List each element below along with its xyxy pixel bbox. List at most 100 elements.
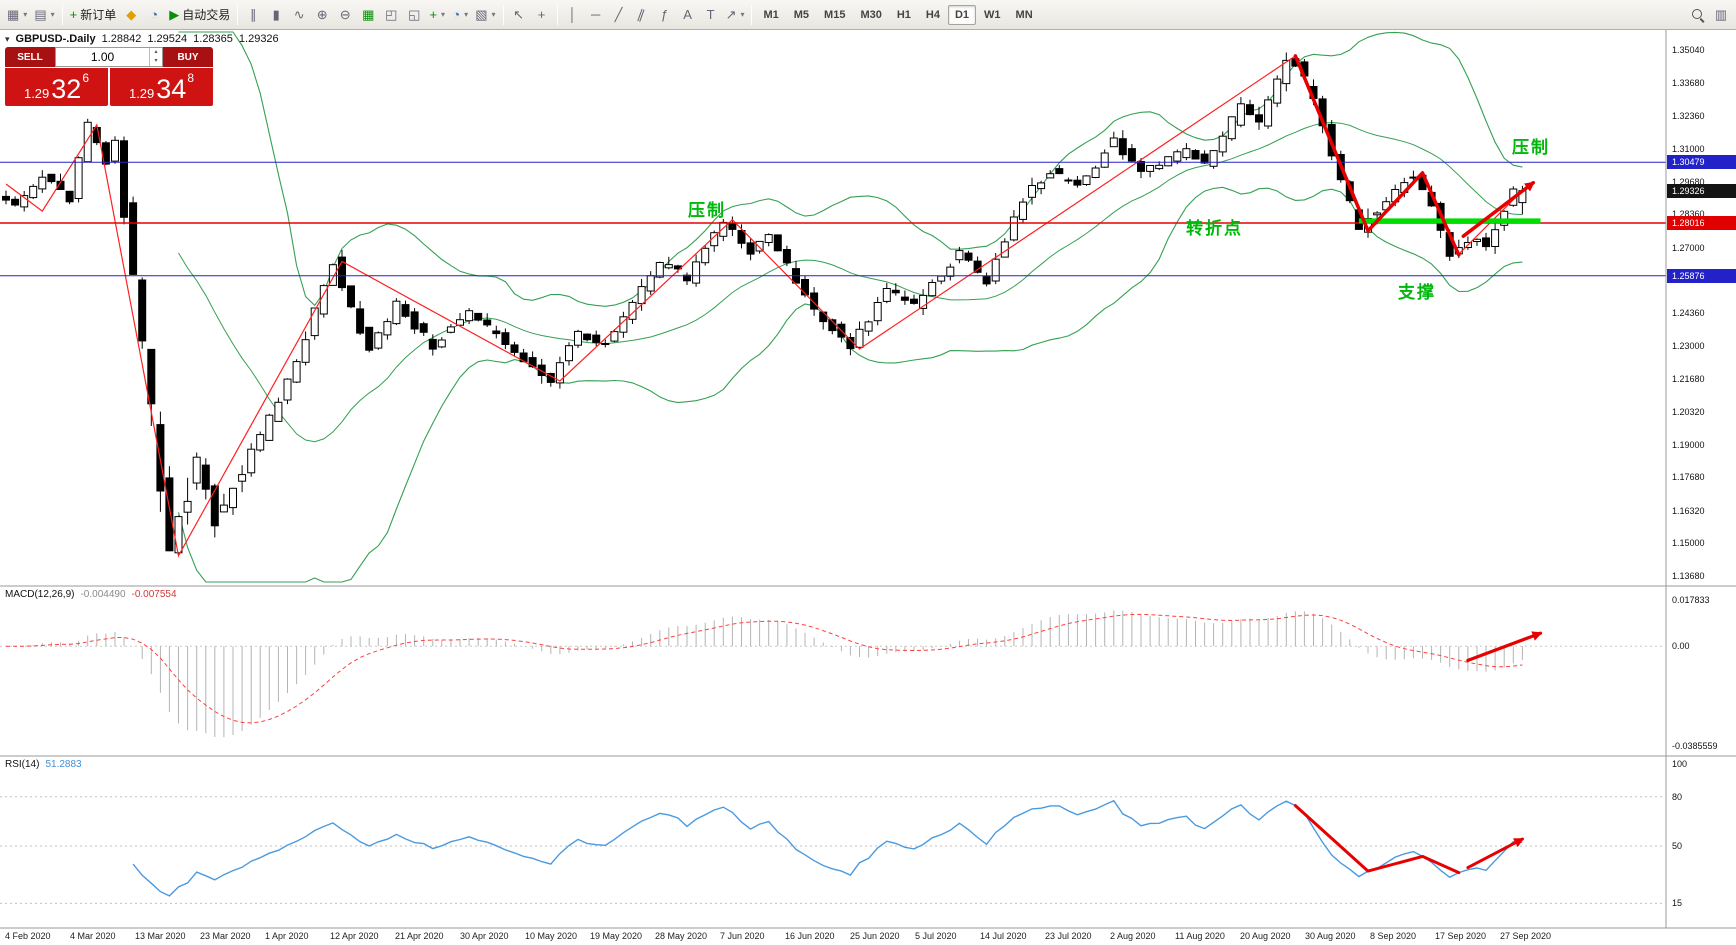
toolbar-separator	[61, 4, 63, 25]
candlestick-chart-button[interactable]: ▮	[265, 3, 287, 27]
timeframe-m5-button[interactable]: M5	[793, 8, 810, 21]
chart-area: ▾ GBPUSD-.Daily 1.28842 1.29524 1.28365 …	[0, 30, 1736, 945]
buy-button[interactable]: 1.29 34 8	[110, 68, 213, 106]
search-icon	[1691, 8, 1705, 22]
date-label: 1 Apr 2020	[265, 931, 309, 941]
annotation-resistance-mid[interactable]: 压制	[688, 201, 726, 220]
date-label: 23 Jul 2020	[1045, 931, 1092, 941]
periods-button[interactable]: ◔ ▾	[449, 3, 471, 27]
tile-windows-button[interactable]: ▦	[357, 3, 379, 27]
date-label: 19 May 2020	[590, 931, 643, 941]
ohlc-close: 1.29326	[238, 33, 279, 45]
arrange-windows-button[interactable]: ◱	[403, 3, 425, 27]
date-label: 14 Jul 2020	[980, 931, 1027, 941]
periods-clock-icon: ◔	[452, 7, 461, 22]
text-label-icon: T	[706, 7, 715, 22]
date-label: 23 Mar 2020	[200, 931, 251, 941]
price-axis-label: 1.17680	[1672, 472, 1705, 483]
vertical-line-button[interactable]: │	[562, 3, 584, 27]
new-chart-icon: ▦	[7, 7, 20, 22]
price-axis-label: 1.33680	[1672, 78, 1705, 89]
timeframe-mn-button[interactable]: MN	[1015, 8, 1033, 21]
timeframe-h1-button[interactable]: H1	[896, 8, 911, 21]
date-label: 21 Apr 2020	[395, 931, 444, 941]
tile-windows-icon: ▦	[362, 7, 375, 22]
trendline-button[interactable]: ╱	[608, 3, 630, 27]
annotation-resistance-top[interactable]: 压制	[1512, 138, 1550, 157]
buy-label: BUY	[163, 47, 213, 67]
shapes-button[interactable]: ↗ ▾	[723, 3, 748, 27]
sell-button[interactable]: 1.29 32 6	[5, 68, 108, 106]
price-axis-label: 1.28360	[1672, 209, 1705, 220]
macd-name: MACD(12,26,9)	[5, 589, 75, 600]
ohlc-high: 1.29524	[147, 33, 188, 45]
price-axis-label: 1.21680	[1672, 373, 1705, 384]
line-chart-button[interactable]: ∿	[288, 3, 310, 27]
timeframe-m1-button[interactable]: M1	[763, 8, 779, 21]
indicators-button[interactable]: + ▾	[426, 3, 448, 27]
date-label: 2 Aug 2020	[1110, 931, 1156, 941]
macd-axis-label: 0.017833	[1672, 595, 1710, 605]
candlestick-chart-icon: ▮	[272, 7, 280, 22]
autotrading-button[interactable]: ▶ 自动交易	[166, 3, 233, 27]
window-button[interactable]: ▥	[1710, 3, 1732, 27]
chevron-down-icon: ▾	[464, 10, 469, 19]
date-label: 8 Sep 2020	[1370, 931, 1417, 941]
volume-stepper[interactable]: ▴ ▾	[149, 48, 162, 66]
timeframe-m30-button[interactable]: M30	[860, 8, 882, 21]
zoom-out-button[interactable]: ⊖	[334, 3, 356, 27]
price-axis-label: 1.23000	[1672, 341, 1705, 352]
chevron-down-icon: ▾	[23, 10, 28, 19]
buy-price-point: 8	[187, 71, 195, 85]
profiles-icon: ▤	[34, 7, 47, 22]
sell-price-pips: 32	[51, 74, 82, 104]
chevron-down-icon: ▾	[50, 10, 55, 19]
timeframe-w1-button[interactable]: W1	[984, 8, 1001, 21]
market-watch-icon: ◔	[150, 7, 159, 22]
metaeditor-button[interactable]: ◆	[120, 3, 142, 27]
timeframe-h4-button[interactable]: H4	[925, 8, 940, 21]
search-button[interactable]	[1687, 3, 1709, 27]
cursor-icon: ↖	[513, 7, 525, 22]
text-icon: A	[683, 7, 692, 22]
new-chart-button[interactable]: ▦ ▾	[4, 3, 30, 27]
symbol-info: ▾ GBPUSD-.Daily 1.28842 1.29524 1.28365 …	[5, 33, 279, 45]
bar-chart-button[interactable]: ∥	[242, 3, 264, 27]
date-label: 10 May 2020	[525, 931, 578, 941]
price-axis-badge: 1.28016	[1667, 215, 1736, 230]
cursor-button[interactable]: ↖	[508, 3, 530, 27]
ohlc-low: 1.28365	[193, 33, 233, 45]
price-axis-label: 1.24360	[1672, 308, 1705, 318]
volume-value[interactable]: 1.00	[90, 50, 115, 64]
horizontal-line-button[interactable]: ─	[585, 3, 607, 27]
crosshair-button[interactable]: +	[531, 3, 553, 27]
timeframe-m15-button[interactable]: M15	[824, 8, 846, 21]
one-click-collapse-icon[interactable]: ▾	[5, 33, 10, 44]
chart-canvas[interactable]	[0, 30, 1736, 945]
cascade-windows-icon: ◰	[385, 7, 398, 22]
annotation-turning-point[interactable]: 转折点	[1186, 219, 1243, 238]
toolbar-separator	[556, 4, 558, 25]
zoom-in-button[interactable]: ⊕	[311, 3, 333, 27]
profiles-button[interactable]: ▤ ▾	[31, 3, 57, 27]
volume-field[interactable]: 1.00 ▴ ▾	[55, 47, 163, 67]
timeframe-d1-button[interactable]: D1	[947, 4, 977, 25]
zoom-in-icon: ⊕	[316, 7, 328, 22]
date-label: 30 Apr 2020	[460, 931, 509, 941]
cascade-windows-button[interactable]: ◰	[380, 3, 402, 27]
annotation-support[interactable]: 支撑	[1398, 283, 1436, 302]
fibonacci-button[interactable]: ƒ	[654, 3, 676, 27]
market-watch-button[interactable]: ◔	[143, 3, 165, 27]
rsi-axis-label: 100	[1672, 759, 1688, 769]
spin-down-icon[interactable]: ▾	[154, 58, 158, 64]
spin-up-icon[interactable]: ▴	[154, 49, 158, 55]
new-order-button[interactable]: + 新订单	[67, 3, 120, 27]
price-axis-label: 1.13680	[1672, 571, 1705, 581]
chevron-down-icon: ▾	[740, 10, 745, 19]
macd-axis-label: -0.0385559	[1672, 741, 1718, 751]
price-axis-label: 1.15000	[1672, 538, 1705, 549]
templates-button[interactable]: ▧ ▾	[472, 3, 498, 27]
text-button[interactable]: A	[677, 3, 699, 27]
text-label-button[interactable]: T	[700, 3, 722, 27]
channel-button[interactable]: ∥	[631, 3, 653, 27]
